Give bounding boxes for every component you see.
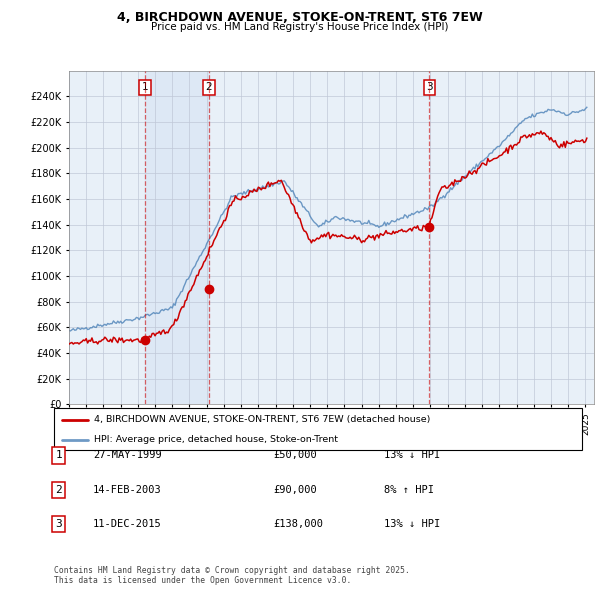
- Text: 4, BIRCHDOWN AVENUE, STOKE-ON-TRENT, ST6 7EW (detached house): 4, BIRCHDOWN AVENUE, STOKE-ON-TRENT, ST6…: [94, 415, 430, 424]
- Text: £50,000: £50,000: [273, 451, 317, 460]
- Text: 3: 3: [55, 519, 62, 529]
- Text: 1: 1: [55, 451, 62, 460]
- Text: Contains HM Land Registry data © Crown copyright and database right 2025.
This d: Contains HM Land Registry data © Crown c…: [54, 566, 410, 585]
- Text: 27-MAY-1999: 27-MAY-1999: [93, 451, 162, 460]
- Text: 3: 3: [426, 83, 433, 93]
- Text: 11-DEC-2015: 11-DEC-2015: [93, 519, 162, 529]
- Text: HPI: Average price, detached house, Stoke-on-Trent: HPI: Average price, detached house, Stok…: [94, 435, 338, 444]
- Text: 13% ↓ HPI: 13% ↓ HPI: [384, 519, 440, 529]
- Text: 14-FEB-2003: 14-FEB-2003: [93, 485, 162, 494]
- Text: 13% ↓ HPI: 13% ↓ HPI: [384, 451, 440, 460]
- Text: 4, BIRCHDOWN AVENUE, STOKE-ON-TRENT, ST6 7EW: 4, BIRCHDOWN AVENUE, STOKE-ON-TRENT, ST6…: [117, 11, 483, 24]
- Text: 8% ↑ HPI: 8% ↑ HPI: [384, 485, 434, 494]
- Text: 2: 2: [205, 83, 212, 93]
- Text: 2: 2: [55, 485, 62, 494]
- Bar: [145, 71, 209, 404]
- Text: £90,000: £90,000: [273, 485, 317, 494]
- Text: £138,000: £138,000: [273, 519, 323, 529]
- Text: Price paid vs. HM Land Registry's House Price Index (HPI): Price paid vs. HM Land Registry's House …: [151, 22, 449, 32]
- Text: 1: 1: [142, 83, 148, 93]
